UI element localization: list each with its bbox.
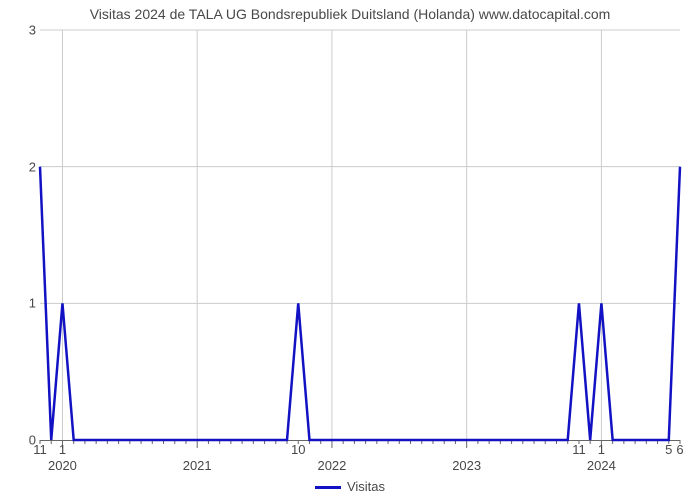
legend-swatch: [315, 486, 341, 489]
legend-label: Visitas: [347, 479, 385, 494]
chart-container: Visitas 2024 de TALA UG Bondsrepubliek D…: [0, 0, 700, 500]
chart-title: Visitas 2024 de TALA UG Bondsrepubliek D…: [0, 6, 700, 22]
x-year-label: 2020: [48, 458, 77, 473]
x-value-label: 10: [291, 442, 305, 457]
x-year-label: 2023: [452, 458, 481, 473]
legend: Visitas: [0, 479, 700, 494]
x-year-label: 2021: [183, 458, 212, 473]
y-tick-label: 2: [29, 159, 36, 174]
x-value-label: 11: [33, 442, 47, 457]
x-value-label: 1: [59, 442, 66, 457]
x-value-label: 1: [598, 442, 605, 457]
x-value-label: 11: [572, 442, 586, 457]
y-tick-label: 3: [29, 23, 36, 38]
chart-svg: [40, 30, 680, 440]
x-year-label: 2022: [317, 458, 346, 473]
y-tick-label: 1: [29, 296, 36, 311]
x-value-label: 5: [665, 442, 672, 457]
plot-area: [40, 30, 680, 441]
x-value-label: 6: [676, 442, 683, 457]
x-year-label: 2024: [587, 458, 616, 473]
